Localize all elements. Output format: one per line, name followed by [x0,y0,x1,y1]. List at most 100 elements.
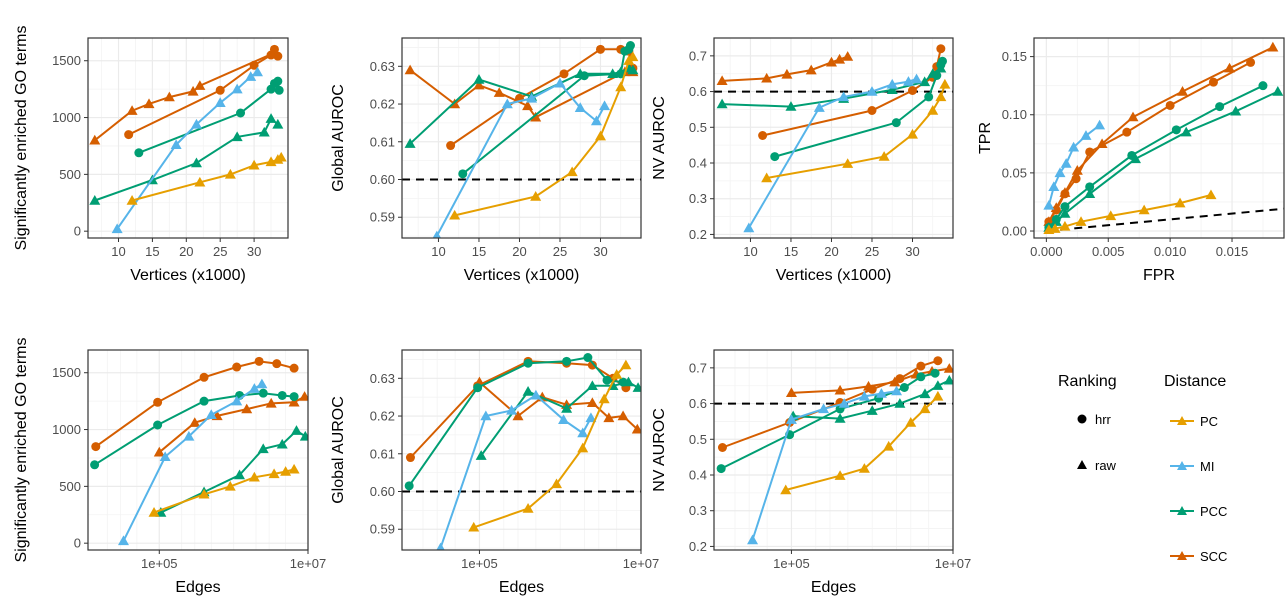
data-point [248,471,260,482]
data-point [231,131,243,142]
data-point [770,152,780,162]
series-pc-raw [126,151,287,205]
data-point [251,66,263,77]
y-axis-label: TPR [977,122,994,154]
data-point [924,92,934,102]
panel-border [1033,37,1285,239]
data-point [530,389,542,400]
data-point [1180,126,1192,137]
data-point [277,390,287,400]
data-point [449,209,461,220]
data-point [134,148,144,158]
data-point [561,402,573,413]
y-tick-label: 0.7 [689,360,707,375]
data-point [1051,214,1061,224]
data-point [1059,220,1071,231]
data-point [858,463,870,473]
series-line [480,381,639,457]
x-tick-label: 20 [179,244,193,259]
data-point [891,385,903,396]
data-point [288,463,300,474]
data-point [919,388,931,399]
data-point [245,71,257,81]
data-point [780,484,792,495]
data-point [501,98,513,109]
legend-title-distance: Distance [1164,373,1226,390]
data-point [618,377,628,387]
data-point [530,190,542,201]
series-pc-raw [780,390,944,495]
data-point [607,68,619,79]
data-point [834,413,846,423]
y-tick-label: 500 [59,479,81,494]
data-point [866,405,878,415]
series-pcc-raw [475,376,641,460]
x-tick-label: 1e+07 [623,556,660,571]
data-point [124,130,134,140]
x-axis-label: FPR [1143,267,1175,284]
data-point [631,423,641,434]
series-scc-raw [89,47,280,145]
series-pcc-hrr [134,76,284,158]
data-point [616,69,626,79]
data-point [404,64,416,75]
data-point [585,412,597,423]
x-tick-label: 10 [743,244,757,259]
y-tick-label: 0.5 [689,432,707,447]
reference-diagonal [1046,207,1284,233]
data-point [716,98,728,109]
data-point [627,51,639,62]
data-point [1105,210,1117,221]
data-point [932,71,942,80]
y-tick-label: 0.10 [1002,107,1027,122]
y-tick-label: 0 [74,224,81,239]
data-point [269,44,279,54]
data-point [436,542,445,550]
x-tick-label: 30 [905,244,919,259]
data-point [198,488,210,499]
series-scc-raw [716,51,854,86]
data-point [834,53,846,64]
data-point [458,169,468,179]
data-point [91,442,101,452]
series-line [473,364,627,529]
y-tick-label: 500 [59,167,81,182]
data-point [586,397,598,408]
grid [402,38,641,238]
data-point [526,92,538,103]
series-pcc-raw [787,374,953,423]
data-point [595,44,605,54]
x-tick-label: 30 [593,244,607,259]
data-point [919,403,931,414]
data-point [562,356,572,366]
data-point [159,451,171,462]
series-pcc-hrr [458,41,635,179]
series-pcc-hrr [404,353,628,491]
data-point [1075,216,1087,226]
data-point [274,85,284,95]
data-point [935,91,947,102]
data-point [1230,105,1242,116]
data-point [1215,102,1225,112]
y-tick-label: 0.62 [370,409,395,424]
data-point [867,384,877,394]
data-point [939,78,951,89]
y-tick-label: 0.15 [1002,49,1027,64]
data-point [875,388,887,398]
data-point [1080,130,1092,140]
x-tick-label: 0.000 [1030,244,1063,259]
data-point [627,64,639,75]
chart-panel-top-1: 10 15 20 25 30 0 500 1000 1500 Vertices (x1000) Si… [13,26,289,284]
data-point [558,414,570,425]
data-point [781,68,793,79]
series-scc-hrr [1044,57,1256,227]
data-point [522,502,534,513]
data-point [214,97,226,107]
y-axis-label: Global AUROC [330,84,347,192]
y-tick-label: 0.63 [370,59,395,74]
data-point [842,51,854,61]
data-point [911,73,923,84]
chart-panel-top-3: 10 15 20 25 30 0.2 0.3 0.4 0.5 0.6 0.7 Vertices (x1… [651,37,954,284]
data-point [1060,189,1070,199]
x-axis-label: Edges [811,579,856,596]
